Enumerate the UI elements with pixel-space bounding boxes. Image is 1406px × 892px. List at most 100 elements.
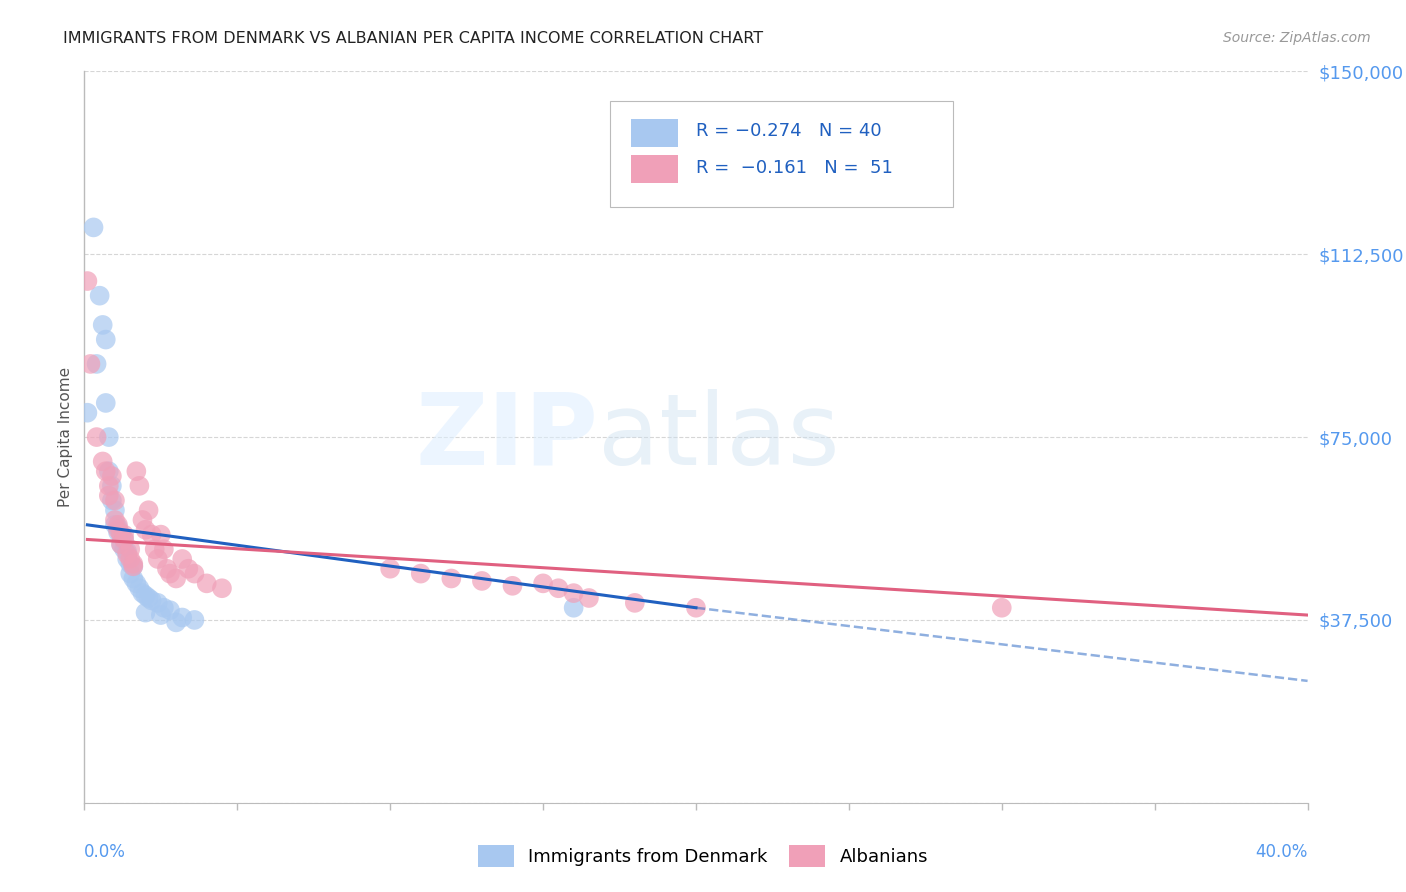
Bar xyxy=(631,155,678,183)
Point xyxy=(122,557,145,571)
Point xyxy=(991,600,1014,615)
Point xyxy=(120,542,142,557)
Point xyxy=(115,544,138,558)
Point xyxy=(112,533,135,547)
Point xyxy=(128,479,150,493)
Point xyxy=(624,596,647,610)
Point xyxy=(97,464,120,478)
Point xyxy=(440,572,463,586)
Point xyxy=(149,608,172,623)
Point xyxy=(159,603,181,617)
Point xyxy=(110,537,132,551)
Point xyxy=(110,527,132,541)
Text: atlas: atlas xyxy=(598,389,839,485)
Point xyxy=(86,357,108,371)
Point xyxy=(471,574,494,588)
Point xyxy=(531,576,554,591)
Point xyxy=(101,493,124,508)
Point xyxy=(177,562,200,576)
Point xyxy=(94,464,117,478)
Text: IMMIGRANTS FROM DENMARK VS ALBANIAN PER CAPITA INCOME CORRELATION CHART: IMMIGRANTS FROM DENMARK VS ALBANIAN PER … xyxy=(63,31,763,46)
Point xyxy=(562,600,585,615)
Point xyxy=(125,464,148,478)
Point xyxy=(138,503,160,517)
Point xyxy=(104,493,127,508)
Point xyxy=(143,542,166,557)
Point xyxy=(91,454,114,468)
Text: ZIP: ZIP xyxy=(415,389,598,485)
Point xyxy=(165,572,187,586)
Point xyxy=(122,572,145,586)
Point xyxy=(91,318,114,332)
Point xyxy=(104,503,127,517)
Point xyxy=(138,591,160,605)
Point xyxy=(183,613,205,627)
Point xyxy=(131,586,153,600)
Text: R = −0.274   N = 40: R = −0.274 N = 40 xyxy=(696,122,882,140)
Point xyxy=(125,576,148,591)
Point xyxy=(86,430,108,444)
Point xyxy=(89,288,111,302)
Point xyxy=(128,581,150,595)
Point xyxy=(101,479,124,493)
Point xyxy=(149,527,172,541)
Point xyxy=(115,547,138,561)
Point xyxy=(97,479,120,493)
Point xyxy=(107,517,129,532)
Point xyxy=(97,489,120,503)
Point xyxy=(76,406,98,420)
Point xyxy=(94,396,117,410)
Point xyxy=(502,579,524,593)
Point xyxy=(104,517,127,532)
Point xyxy=(172,610,194,624)
Text: R =  −0.161   N =  51: R = −0.161 N = 51 xyxy=(696,159,893,177)
Point xyxy=(104,513,127,527)
Point xyxy=(153,542,176,557)
Point xyxy=(135,606,157,620)
Point xyxy=(131,513,153,527)
Point xyxy=(578,591,600,605)
Point xyxy=(122,559,145,574)
Point xyxy=(110,537,132,551)
Point xyxy=(115,552,138,566)
Point xyxy=(112,542,135,557)
Text: 40.0%: 40.0% xyxy=(1256,843,1308,861)
Point xyxy=(122,559,145,574)
Point xyxy=(159,566,181,581)
Point xyxy=(107,523,129,537)
Point xyxy=(165,615,187,630)
Point xyxy=(156,562,179,576)
Point xyxy=(107,520,129,534)
Point xyxy=(112,527,135,541)
Point xyxy=(211,581,233,595)
Point xyxy=(94,333,117,347)
Point xyxy=(120,557,142,571)
Point xyxy=(110,527,132,541)
Point xyxy=(172,552,194,566)
Point xyxy=(409,566,432,581)
Text: 0.0%: 0.0% xyxy=(84,843,127,861)
Point xyxy=(135,589,157,603)
Point xyxy=(79,357,101,371)
Point xyxy=(146,596,169,610)
Point xyxy=(120,566,142,581)
Point xyxy=(547,581,569,595)
Y-axis label: Per Capita Income: Per Capita Income xyxy=(58,367,73,508)
Legend: Immigrants from Denmark, Albanians: Immigrants from Denmark, Albanians xyxy=(471,838,935,874)
Point xyxy=(146,552,169,566)
Point xyxy=(195,576,218,591)
Point xyxy=(101,469,124,483)
Point xyxy=(83,220,105,235)
Point xyxy=(76,274,98,288)
Point xyxy=(120,552,142,566)
FancyBboxPatch shape xyxy=(610,101,953,207)
Point xyxy=(97,430,120,444)
Point xyxy=(380,562,402,576)
Point xyxy=(141,593,163,607)
Point xyxy=(141,527,163,541)
Text: Source: ZipAtlas.com: Source: ZipAtlas.com xyxy=(1223,31,1371,45)
Point xyxy=(112,533,135,547)
Point xyxy=(685,600,707,615)
Point xyxy=(183,566,205,581)
Bar xyxy=(631,119,678,146)
